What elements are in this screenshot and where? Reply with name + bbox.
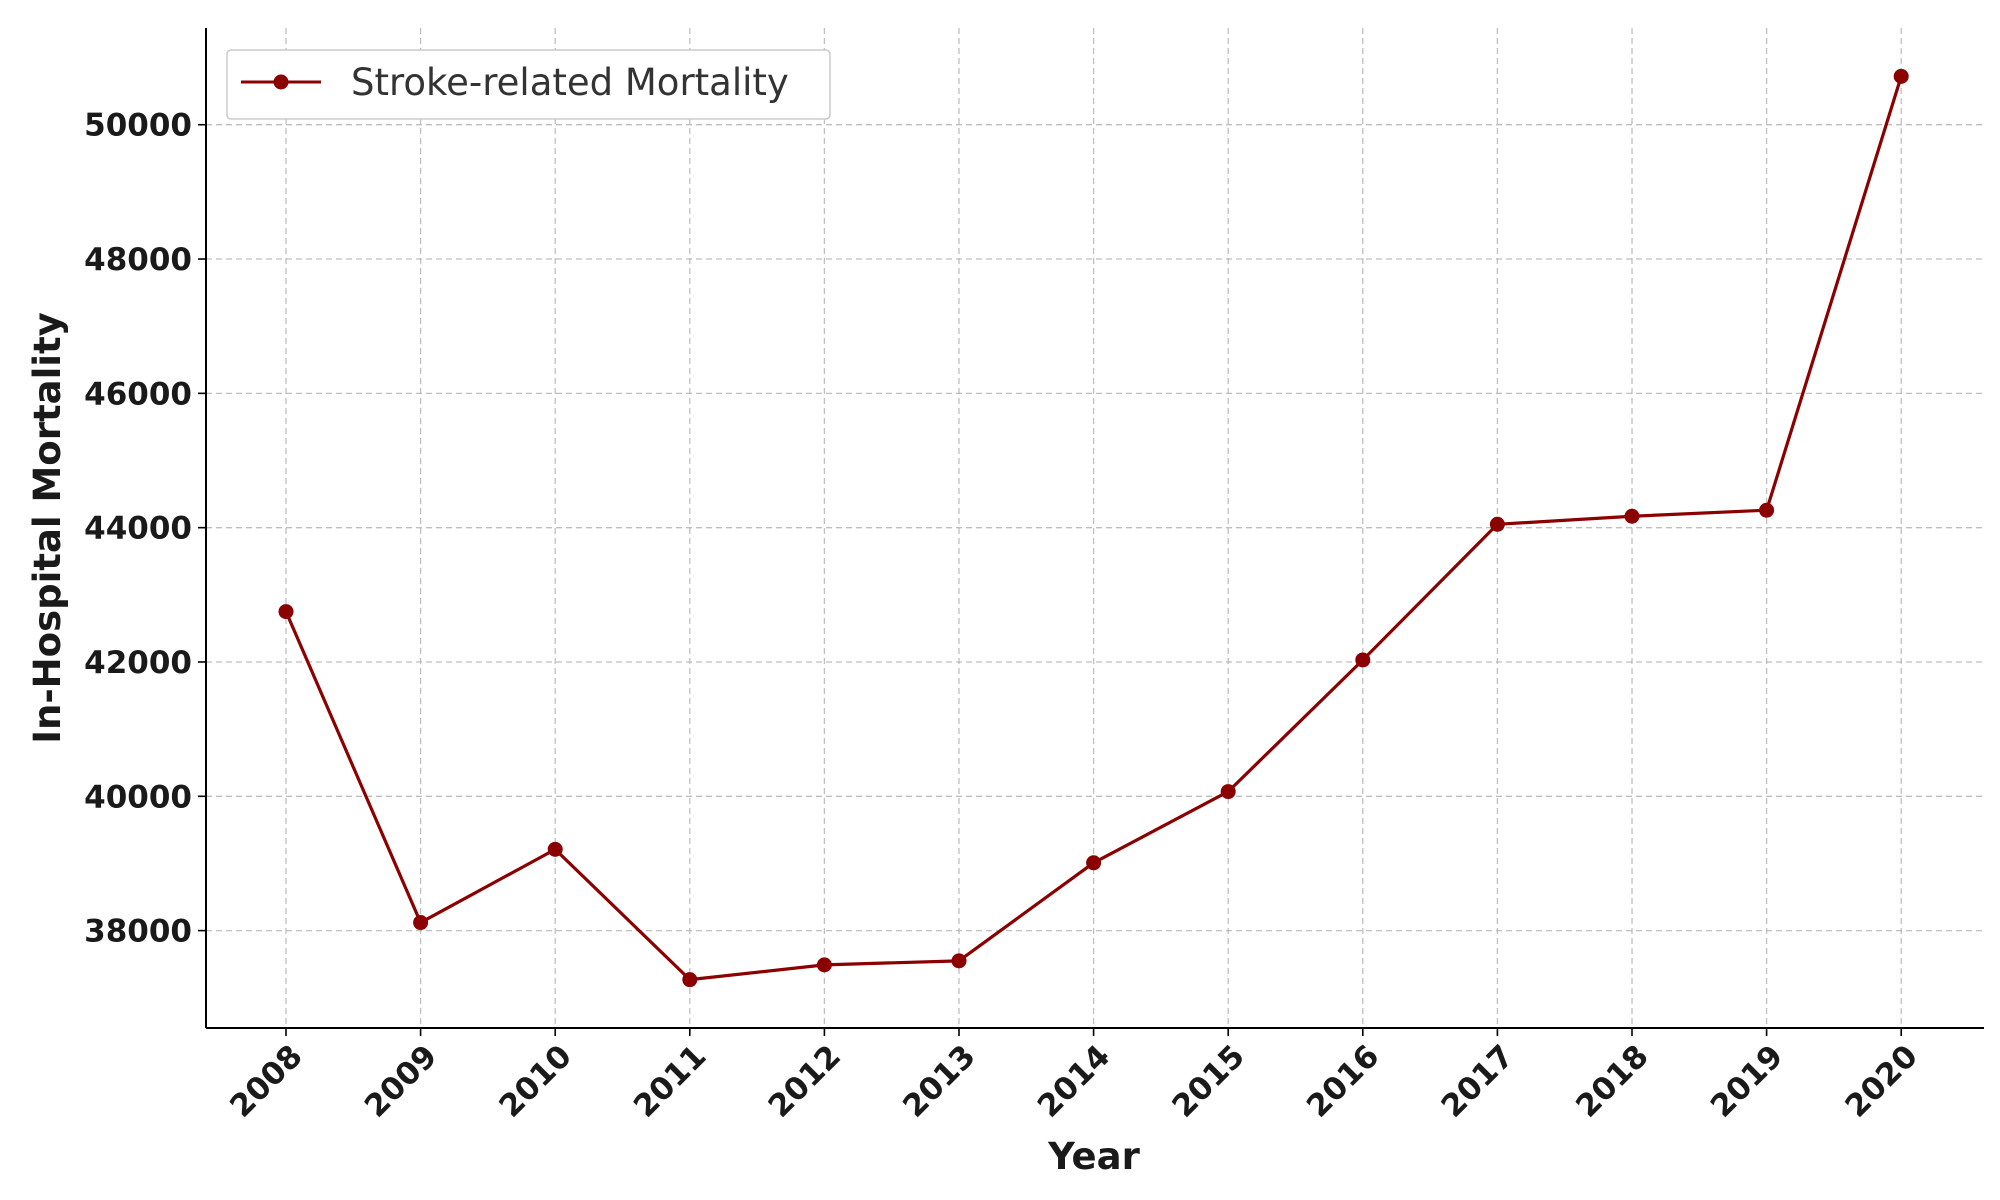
- data-point: [951, 953, 967, 969]
- y-tick-label: 48000: [84, 242, 192, 278]
- data-point: [1086, 855, 1102, 871]
- y-tick-label: 44000: [84, 511, 192, 547]
- data-point: [1220, 784, 1236, 800]
- x-tick-label: 2016: [1300, 1038, 1386, 1124]
- x-tick-label: 2019: [1704, 1038, 1790, 1124]
- series-layer: [278, 68, 1909, 988]
- legend: Stroke-related Mortality: [226, 49, 831, 120]
- data-point: [682, 972, 698, 988]
- x-axis-ticks: 2008 2009 2010 2011 2012 2013 2014 2015 2016 2017…: [223, 1028, 1925, 1125]
- y-tick-label: 42000: [84, 645, 192, 681]
- y-axis-ticks: 38000 40000 42000 44000 46000 48000 50000: [84, 108, 206, 950]
- x-tick-label: 2018: [1569, 1038, 1655, 1124]
- x-tick-label: 2008: [223, 1038, 309, 1124]
- data-point: [1489, 516, 1505, 532]
- legend-box: [226, 49, 831, 120]
- y-axis-label: In-Hospital Mortality: [26, 312, 69, 744]
- legend-label: Stroke-related Mortality: [351, 61, 789, 104]
- grid: [206, 28, 1984, 1028]
- data-point: [1759, 502, 1775, 518]
- data-point: [278, 604, 294, 620]
- y-tick-label: 50000: [84, 108, 192, 144]
- y-tick-label: 38000: [84, 914, 192, 950]
- data-point: [413, 915, 429, 931]
- y-tick-label: 46000: [84, 376, 192, 412]
- data-point: [816, 957, 832, 973]
- x-tick-label: 2020: [1838, 1038, 1924, 1124]
- x-tick-label: 2015: [1165, 1038, 1251, 1124]
- x-tick-label: 2010: [492, 1038, 578, 1124]
- x-tick-label: 2014: [1031, 1038, 1117, 1124]
- legend-marker: [273, 74, 289, 90]
- y-tick-label: 40000: [84, 779, 192, 815]
- x-axis-label: Year: [1047, 1135, 1140, 1178]
- data-point: [1624, 508, 1640, 524]
- x-tick-label: 2009: [358, 1038, 444, 1124]
- x-tick-label: 2017: [1435, 1038, 1521, 1124]
- data-point: [1893, 68, 1909, 84]
- data-point: [1355, 652, 1371, 668]
- x-tick-label: 2011: [627, 1038, 713, 1124]
- data-point: [547, 841, 563, 857]
- x-tick-label: 2012: [762, 1038, 848, 1124]
- x-tick-label: 2013: [896, 1038, 982, 1124]
